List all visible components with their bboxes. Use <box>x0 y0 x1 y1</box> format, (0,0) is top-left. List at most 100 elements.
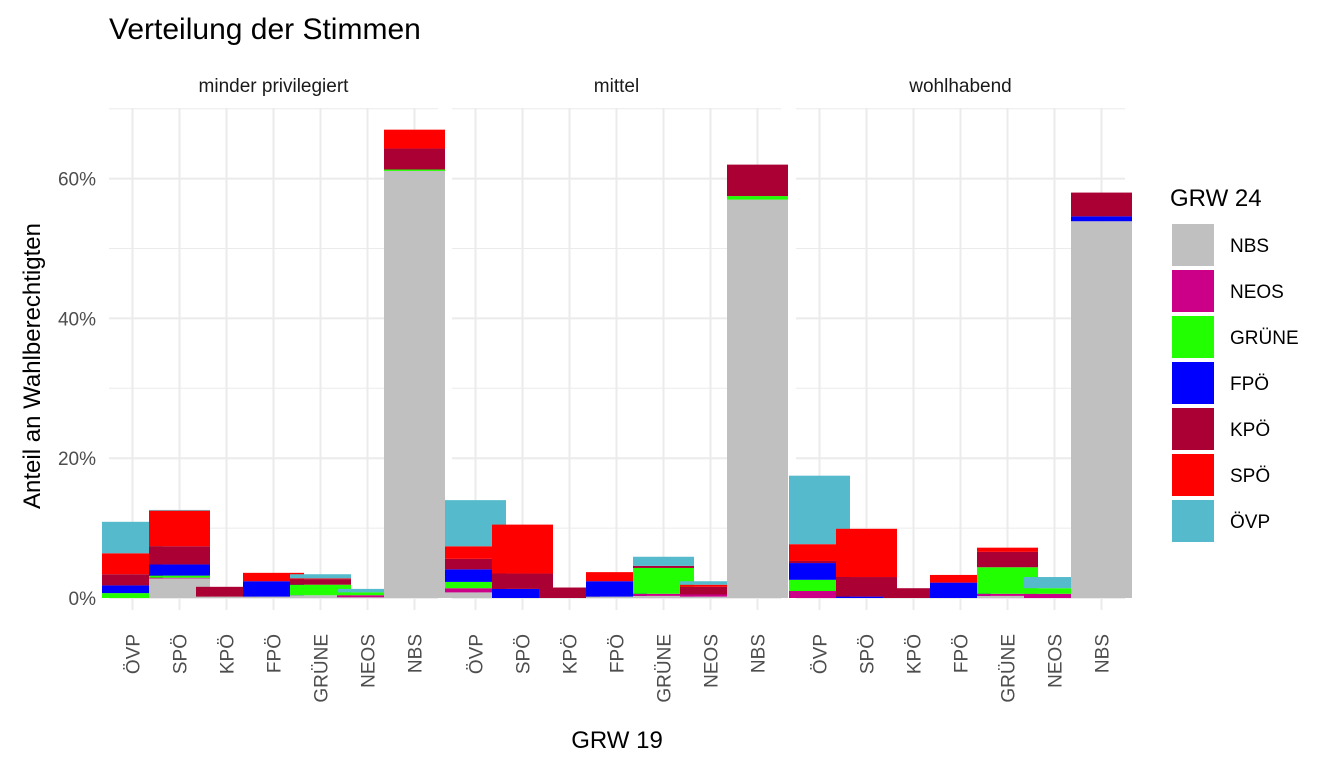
x-tick-label: ÖVP <box>467 634 488 674</box>
bar-segment-SPÖ <box>445 546 506 559</box>
bar-segment-FPÖ <box>243 581 304 597</box>
bar-segment-NBS <box>337 597 398 598</box>
bar-KPÖ <box>196 586 257 598</box>
bar-segment-SPÖ <box>586 572 647 582</box>
bar-segment-KPÖ <box>977 551 1038 568</box>
bar-segment-GRÜNE <box>149 575 210 578</box>
legend-label: KPÖ <box>1230 420 1270 441</box>
bar-GRÜNE <box>290 574 351 598</box>
bar-segment-ÖVP <box>680 581 741 585</box>
bar-FPÖ <box>930 574 991 598</box>
facet-label-minder-privilegiert: minder privilegiert <box>199 76 350 97</box>
bar-segment-ÖVP <box>337 588 398 593</box>
x-tick-label: SPÖ <box>171 634 192 674</box>
bar-segment-KPÖ <box>1071 192 1132 217</box>
bar-segment-FPÖ <box>102 585 163 594</box>
bar-NEOS <box>1024 577 1085 598</box>
bar-segment-GRÜNE <box>290 584 351 596</box>
bar-segment-FPÖ <box>789 563 850 580</box>
bar-segment-NBS <box>290 595 351 598</box>
bar-FPÖ <box>586 572 647 598</box>
facet-label-wohlhabend: wohlhabend <box>908 76 1011 97</box>
legend-label: NBS <box>1230 236 1269 257</box>
facet-panel: minder privilegiert ÖVP SPÖ KPÖ FPÖ GRÜNE NEOS… <box>102 76 445 703</box>
legend-label: GRÜNE <box>1230 328 1299 349</box>
bar-segment-NBS <box>680 596 741 598</box>
bar-segment-NBS <box>384 170 445 598</box>
bar-segment-KPÖ <box>445 558 506 570</box>
chart-title: Verteilung der Stimmen <box>109 13 421 46</box>
bar-segment-FPÖ <box>149 564 210 576</box>
bar-NBS <box>727 164 788 598</box>
legend-swatch <box>1172 500 1214 542</box>
bar-segment-NEOS <box>789 591 850 598</box>
bar-segment-NEOS <box>633 593 694 596</box>
bar-segment-SPÖ <box>102 553 163 575</box>
bar-segment-NBS <box>586 596 647 598</box>
y-axis: 0% 20% 40% 60% <box>58 170 96 610</box>
x-tick-label: FPÖ <box>952 634 973 673</box>
facet-panel: mittel ÖVP SPÖ KPÖ FPÖ GRÜNE NEOS NBS <box>445 76 788 703</box>
legend-swatch <box>1172 316 1214 358</box>
legend-label: SPÖ <box>1230 466 1270 487</box>
bar-segment-GRÜNE <box>789 579 850 592</box>
x-tick-label: NEOS <box>359 634 380 688</box>
x-axis-title: GRW 19 <box>571 727 663 754</box>
bar-segment-SPÖ <box>290 578 351 580</box>
bar-SPÖ <box>149 509 210 598</box>
bar-ÖVP <box>445 500 506 598</box>
legend-label: NEOS <box>1230 282 1284 303</box>
legend-label: ÖVP <box>1230 512 1270 533</box>
bar-segment-SPÖ <box>492 524 553 574</box>
bar-segment-FPÖ <box>445 569 506 582</box>
legend-item: NBS <box>1172 224 1269 266</box>
bar-segment-FPÖ <box>930 582 991 598</box>
y-tick-label: 40% <box>58 309 96 330</box>
bar-segment-NBS <box>1071 221 1132 598</box>
bar-segment-FPÖ <box>836 596 897 598</box>
legend-swatch <box>1172 454 1214 496</box>
bar-segment-FPÖ <box>492 588 553 598</box>
x-tick-label: GRÜNE <box>999 634 1020 703</box>
legend-swatch <box>1172 270 1214 312</box>
legend-swatch <box>1172 362 1214 404</box>
bar-segment-KPÖ <box>149 546 210 565</box>
bar-NBS <box>1071 192 1132 598</box>
bar-segment-GRÜNE <box>727 196 788 200</box>
bar-KPÖ <box>883 588 944 598</box>
bar-segment-GRÜNE <box>1024 588 1085 594</box>
x-tick-label: NEOS <box>1046 634 1067 688</box>
bar-NBS <box>384 129 445 598</box>
bar-KPÖ <box>539 587 600 598</box>
bar-segment-ÖVP <box>290 574 351 579</box>
bar-segment-GRÜNE <box>384 169 445 171</box>
bar-segment-KPÖ <box>633 565 694 568</box>
bar-segment-KPÖ <box>836 577 897 597</box>
grid-lines <box>796 108 1125 610</box>
bar-segment-NBS <box>633 595 694 598</box>
bar-segment-NBS <box>977 595 1038 598</box>
bar-segment-NEOS <box>149 577 210 579</box>
bar-segment-SPÖ <box>836 528 897 578</box>
bar-segment-GRÜNE <box>102 593 163 598</box>
legend-item: ÖVP <box>1172 500 1270 542</box>
bar-segment-ÖVP <box>1024 577 1085 589</box>
bar-segment-NEOS <box>337 595 398 598</box>
bar-segment-NBS <box>243 596 304 598</box>
bar-segment-FPÖ <box>586 581 647 597</box>
bar-SPÖ <box>836 528 897 598</box>
bar-segment-SPÖ <box>384 129 445 149</box>
bar-segment-ÖVP <box>149 509 210 511</box>
legend-item: SPÖ <box>1172 454 1270 496</box>
x-tick-label: NBS <box>1093 634 1114 673</box>
y-tick-label: 20% <box>58 449 96 470</box>
y-axis-title: Anteil an Wahlberechtigten <box>19 223 46 509</box>
bar-NEOS <box>680 581 741 598</box>
x-tick-label: SPÖ <box>858 634 879 674</box>
x-tick-label: NBS <box>406 634 427 673</box>
bar-segment-NEOS <box>680 594 741 597</box>
bar-segment-KPÖ <box>196 586 257 597</box>
x-tick-label: GRÜNE <box>312 634 333 703</box>
bar-segment-NEOS <box>445 588 506 593</box>
bar-FPÖ <box>243 572 304 598</box>
